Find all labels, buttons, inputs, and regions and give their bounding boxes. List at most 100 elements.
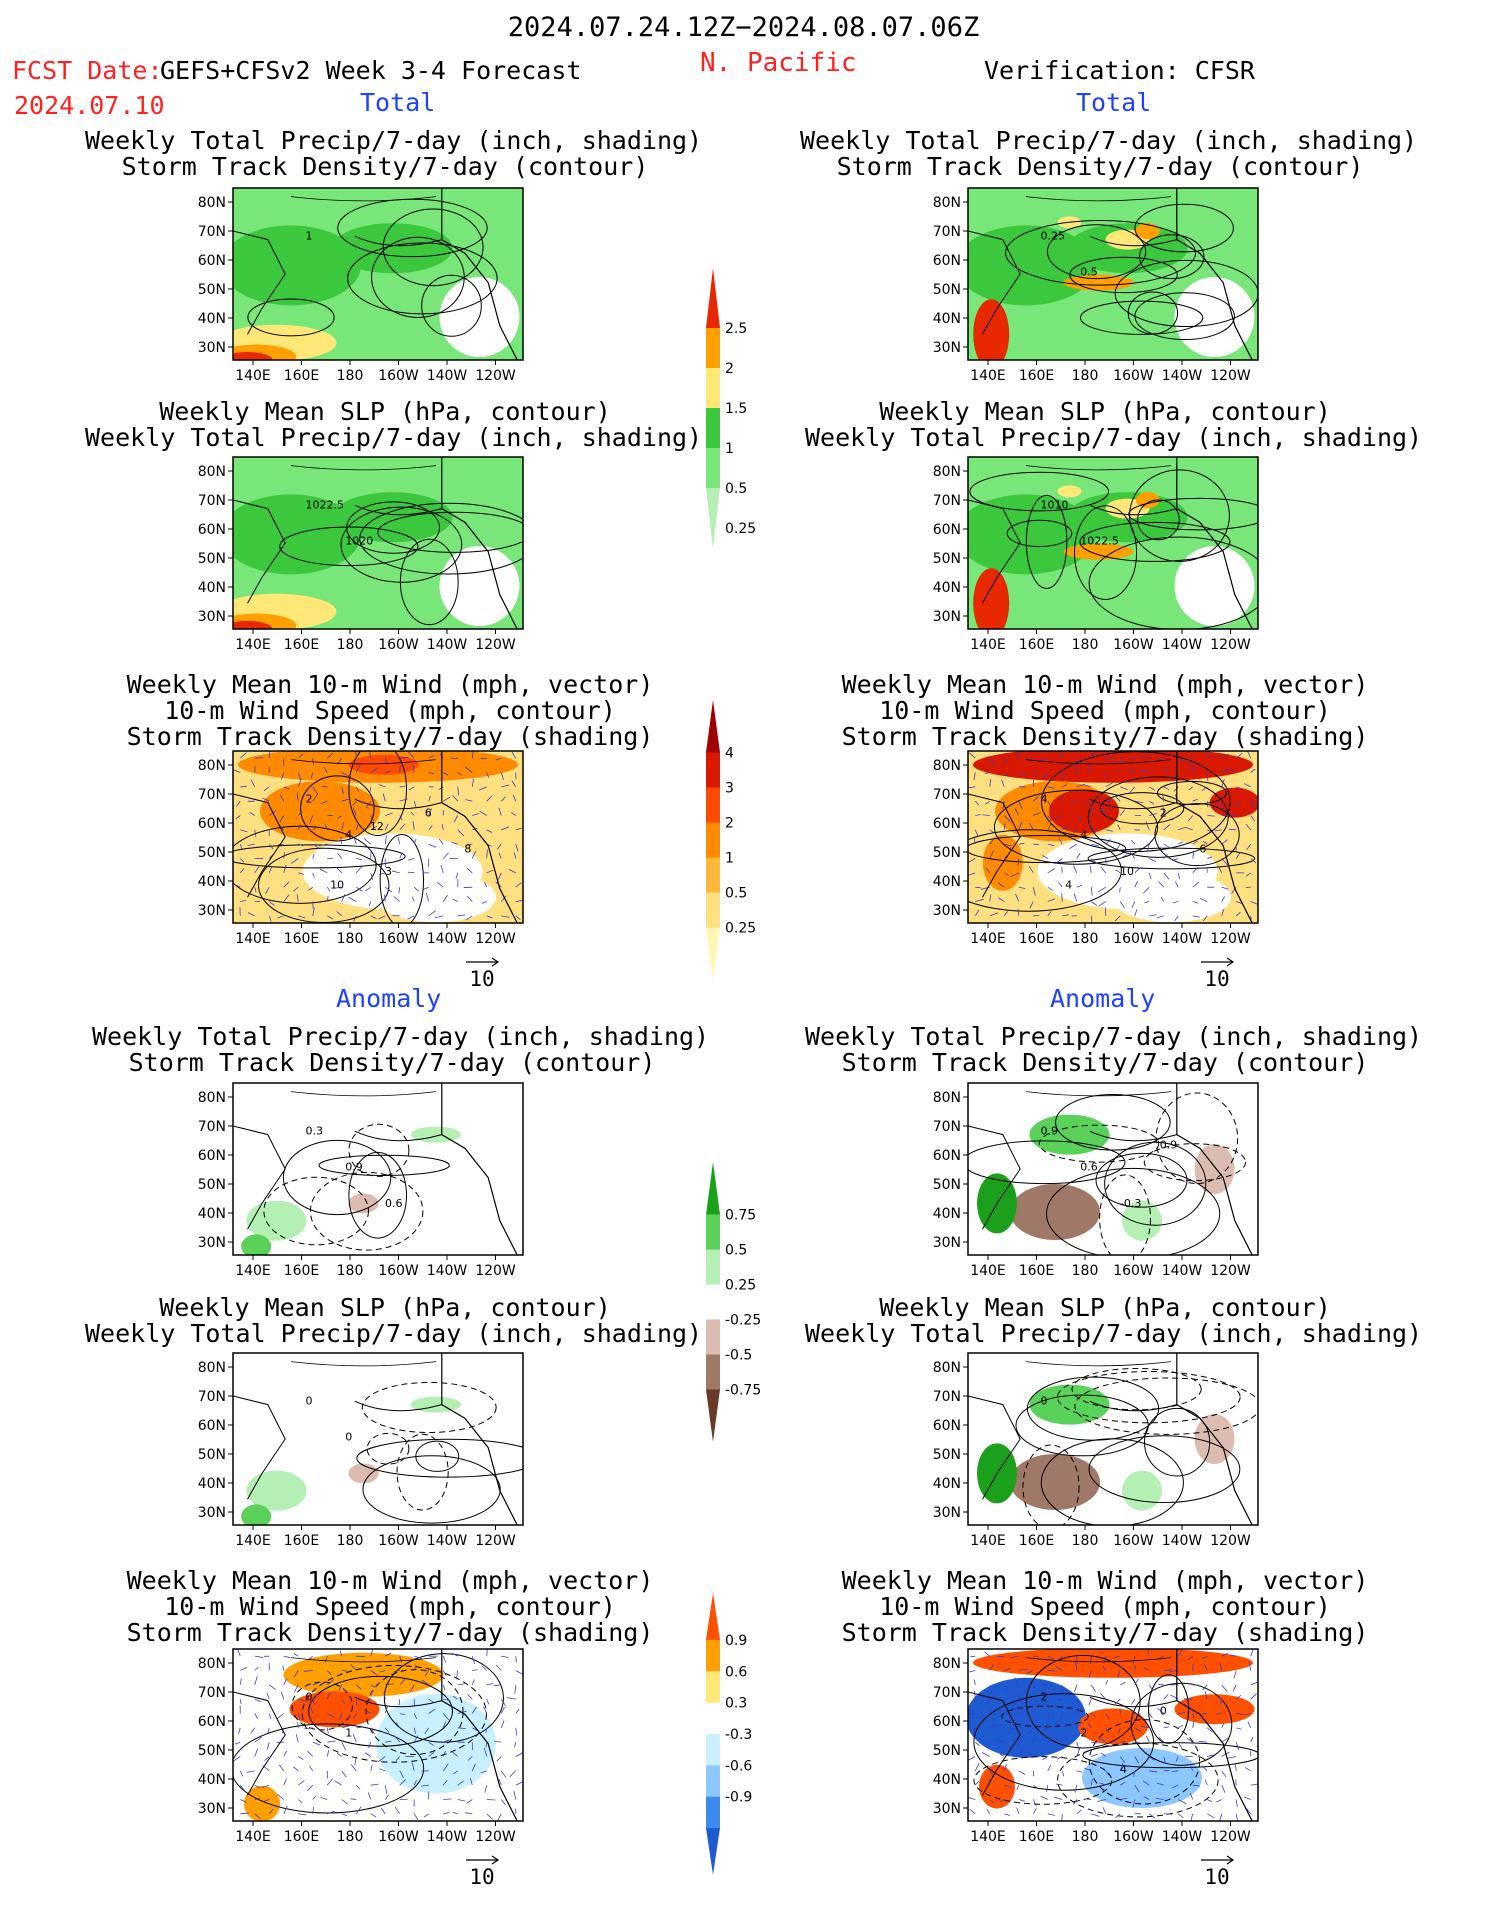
contour-label: 0.9 bbox=[1160, 1138, 1178, 1151]
panel-title-line: Weekly Mean 10-m Wind (mph, vector) bbox=[841, 1566, 1369, 1595]
contour-label: 2 bbox=[1160, 806, 1167, 819]
lat-tick-label: 40N bbox=[933, 1206, 961, 1222]
region-label: N. Pacific bbox=[700, 48, 857, 78]
lon-tick-label: 140E bbox=[235, 1829, 271, 1845]
contour-label: 1022.5 bbox=[1080, 535, 1119, 548]
lon-tick-label: 180 bbox=[1072, 368, 1099, 384]
panel-title-line: 10-m Wind Speed (mph, contour) bbox=[879, 1592, 1331, 1621]
lon-tick-label: 160E bbox=[284, 1263, 320, 1279]
lon-tick-label: 140E bbox=[970, 1263, 1006, 1279]
lat-tick-label: 70N bbox=[933, 493, 961, 509]
lat-tick-label: 40N bbox=[198, 1206, 226, 1222]
fcst-date-label: FCST Date: bbox=[12, 56, 163, 85]
contour-label: 10 bbox=[1120, 865, 1134, 878]
contour-label: 0.6 bbox=[385, 1197, 403, 1210]
colorbar-level-label: -0.6 bbox=[725, 1758, 752, 1774]
contour-label: 0 bbox=[306, 1691, 313, 1704]
panel-title-line: Weekly Mean SLP (hPa, contour) bbox=[159, 397, 611, 426]
lat-tick-label: 70N bbox=[933, 224, 961, 240]
lat-tick-label: 30N bbox=[198, 609, 226, 625]
reference-vector: 10 bbox=[1201, 957, 1235, 991]
lat-tick-label: 80N bbox=[933, 1090, 961, 1106]
lon-tick-label: 160E bbox=[1019, 1263, 1055, 1279]
contour-label: 4 bbox=[1041, 793, 1048, 806]
lat-tick-label: 80N bbox=[198, 758, 226, 774]
lon-tick-label: 160E bbox=[1019, 368, 1055, 384]
lon-tick-label: 120W bbox=[1210, 368, 1251, 384]
panel-title-line: Weekly Total Precip/7-day (inch, shading… bbox=[85, 423, 703, 452]
contour-label: 0.5 bbox=[1080, 266, 1098, 279]
lat-tick-label: 30N bbox=[198, 340, 226, 356]
colorbar-swatch bbox=[706, 1249, 720, 1285]
reference-vector: 10 bbox=[466, 1855, 500, 1889]
lon-tick-label: 140E bbox=[970, 1829, 1006, 1845]
colorbar-level-label: 1 bbox=[725, 441, 734, 457]
colorbar-level-label: 0.5 bbox=[725, 886, 747, 902]
lon-tick-label: 160W bbox=[1113, 931, 1154, 947]
lon-tick-label: 140W bbox=[427, 1533, 468, 1549]
contour-label: 1020 bbox=[345, 535, 373, 548]
map-panel-awind-forecast: 0 1 80N 70N 60N 50N 40N 30N 140E 160E 180 160W 140W 1… bbox=[198, 1648, 524, 1845]
lat-tick-label: 60N bbox=[198, 816, 226, 832]
lon-tick-label: 140W bbox=[427, 368, 468, 384]
colorbar-swatch bbox=[706, 1828, 720, 1875]
colorbar-swatch bbox=[706, 752, 720, 788]
lon-tick-label: 160E bbox=[284, 637, 320, 653]
lon-tick-label: 160E bbox=[1019, 637, 1055, 653]
lat-tick-label: 50N bbox=[933, 845, 961, 861]
lon-tick-label: 120W bbox=[475, 1533, 516, 1549]
lon-tick-label: 120W bbox=[475, 368, 516, 384]
lat-tick-label: 40N bbox=[933, 580, 961, 596]
panel-title-line: Storm Track Density/7-day (shading) bbox=[126, 722, 654, 751]
colorbar-storm_track_anomaly_colorbar: -0.9 -0.6 -0.3 0.3 0.6 0.9 bbox=[706, 1593, 752, 1875]
colorbar-level-label: 2 bbox=[725, 816, 734, 832]
contour-label: 2 bbox=[1041, 1691, 1048, 1704]
colorbar-swatch bbox=[706, 1765, 720, 1798]
lat-tick-label: 50N bbox=[198, 1447, 226, 1463]
reference-vector-label: 10 bbox=[469, 1865, 494, 1889]
lat-tick-label: 40N bbox=[198, 580, 226, 596]
panel-title-line: Weekly Total Precip/7-day (inch, shading… bbox=[85, 126, 703, 155]
map-panel-wind-forecast: 2 4 3 6 8 10 12 80N 70N 60N 50N 40N 30N 140E 160E 180 16… bbox=[198, 750, 524, 947]
panel-title-line: Weekly Total Precip/7-day (inch, shading… bbox=[805, 423, 1423, 452]
lat-tick-label: 80N bbox=[933, 464, 961, 480]
lon-tick-label: 120W bbox=[475, 931, 516, 947]
contour-label: 0.25 bbox=[1041, 230, 1066, 243]
reference-vector-label: 10 bbox=[1204, 967, 1229, 991]
lon-tick-label: 140E bbox=[970, 368, 1006, 384]
contour-label: 1 bbox=[306, 230, 313, 243]
lat-tick-label: 60N bbox=[198, 253, 226, 269]
panel-title-line: Storm Track Density/7-day (contour) bbox=[121, 152, 649, 181]
map-panel-slp-forecast: 1022.5 1020 80N 70N 60N 50N 40N 30N 140E 160E 180 1… bbox=[198, 456, 524, 653]
colorbar-swatch bbox=[706, 1162, 720, 1215]
panel-title-line: Storm Track Density/7-day (shading) bbox=[841, 1618, 1369, 1647]
lon-tick-label: 120W bbox=[1210, 1263, 1251, 1279]
lat-tick-label: 40N bbox=[198, 1476, 226, 1492]
valid-range-title: 2024.07.24.12Z−2024.08.07.06Z bbox=[507, 12, 980, 43]
lon-tick-label: 140W bbox=[427, 637, 468, 653]
lon-tick-label: 180 bbox=[1072, 931, 1099, 947]
section-anomaly-left: Anomaly bbox=[336, 984, 442, 1013]
contour-label: 1022.5 bbox=[306, 499, 345, 512]
lon-tick-label: 140W bbox=[1162, 931, 1203, 947]
colorbar-level-label: -0.25 bbox=[725, 1313, 761, 1329]
map-panel-precip-forecast: 1 80N 70N 60N 50N 40N 30N 140E 160E 180 160W 140W 12… bbox=[198, 187, 524, 384]
panel-title-line: Weekly Total Precip/7-day (inch, shading… bbox=[92, 1022, 710, 1051]
panel-title-line: Weekly Total Precip/7-day (inch, shading… bbox=[800, 126, 1418, 155]
colorbar-level-label: 0.75 bbox=[725, 1208, 756, 1224]
lat-tick-label: 80N bbox=[198, 195, 226, 211]
lon-tick-label: 180 bbox=[337, 931, 364, 947]
lon-tick-label: 120W bbox=[1210, 637, 1251, 653]
lat-tick-label: 50N bbox=[198, 1177, 226, 1193]
lon-tick-label: 140E bbox=[235, 1533, 271, 1549]
lon-tick-label: 160W bbox=[378, 1533, 419, 1549]
lat-tick-label: 80N bbox=[198, 1656, 226, 1672]
colorbar-swatch bbox=[706, 1640, 720, 1672]
map-panel-wind-verification: 4 4 10 2 6 4 80N 70N 60N 50N 40N 30N 140E 160E 180 160W… bbox=[933, 750, 1259, 947]
colorbar-level-label: -0.9 bbox=[725, 1790, 752, 1806]
lat-tick-label: 50N bbox=[933, 1447, 961, 1463]
lon-tick-label: 120W bbox=[475, 1263, 516, 1279]
lon-tick-label: 160E bbox=[1019, 931, 1055, 947]
panel-title-line: Weekly Total Precip/7-day (inch, shading… bbox=[85, 1319, 703, 1348]
lon-tick-label: 140E bbox=[235, 931, 271, 947]
